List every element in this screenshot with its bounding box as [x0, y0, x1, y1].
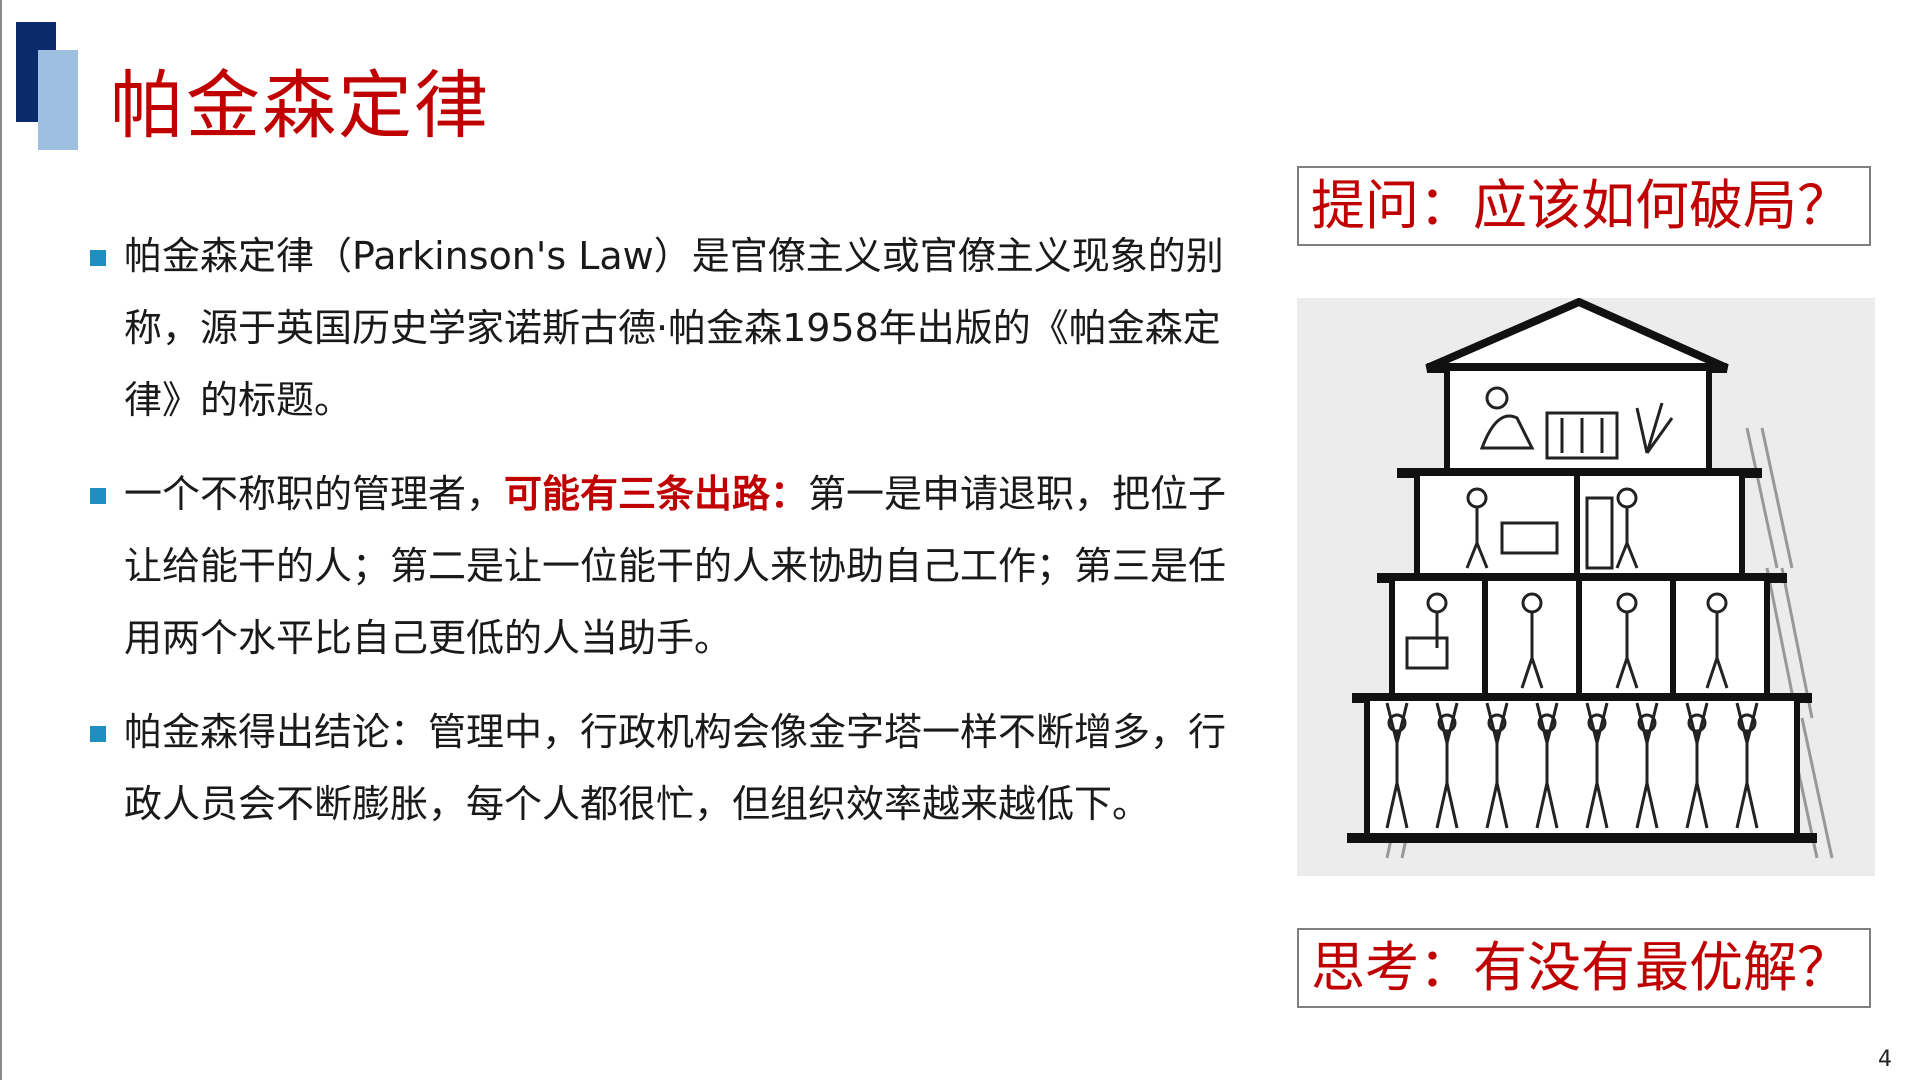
question-callout: 提问：应该如何破局？ [1297, 166, 1871, 246]
bullet-text: 帕金森得出结论：管理中，行政机构会像金字塔一样不断增多，行政人员会不断膨胀，每个… [124, 710, 1227, 826]
bullet-item-definition: 帕金森定律（Parkinson's Law）是官僚主义或官僚主义现象的别称，源于… [88, 220, 1248, 436]
square-bullet-icon [90, 726, 106, 742]
bureaucracy-pyramid-cartoon-icon [1297, 298, 1875, 876]
page-number: 4 [1878, 1047, 1892, 1072]
slide-title: 帕金森定律 [110, 63, 490, 149]
square-bullet-icon [90, 488, 106, 504]
bullet-text-lead: 一个不称职的管理者， [124, 472, 505, 516]
thinking-callout: 思考：有没有最优解？ [1297, 928, 1871, 1008]
bullet-highlight: 可能有三条出路： [504, 472, 809, 516]
bullet-item-three-paths: 一个不称职的管理者，可能有三条出路：第一是申请退职，把位子让给能干的人；第二是让… [88, 458, 1248, 674]
bullet-item-conclusion: 帕金森得出结论：管理中，行政机构会像金字塔一样不断增多，行政人员会不断膨胀，每个… [88, 696, 1248, 840]
square-bullet-icon [90, 250, 106, 266]
title-accent-light-block [38, 50, 78, 150]
bullet-text: 帕金森定律（Parkinson's Law）是官僚主义或官僚主义现象的别称，源于… [124, 234, 1224, 422]
bullet-list: 帕金森定律（Parkinson's Law）是官僚主义或官僚主义现象的别称，源于… [88, 220, 1248, 862]
bullet-text-rest: 第一是申请退职，把位子让给能干的人；第二是让一位能干的人来协助自己工作；第三是任… [124, 472, 1227, 660]
bullet-text: 一个不称职的管理者，可能有三条出路：第一是申请退职，把位子让给能干的人；第二是让… [124, 458, 1248, 674]
left-border-line [0, 0, 2, 1080]
